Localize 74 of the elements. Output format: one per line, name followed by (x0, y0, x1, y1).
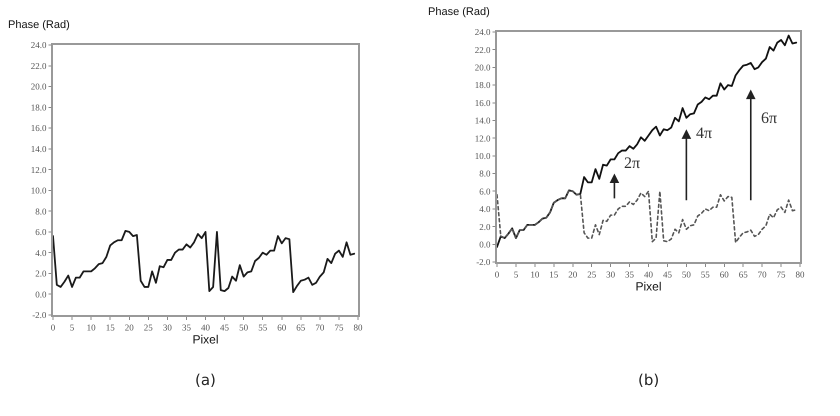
y-tick-label: 24.0 (30, 40, 47, 50)
y-tick-label: 14.0 (474, 116, 491, 126)
x-tick-label: 45 (662, 270, 672, 280)
x-tick-label: 25 (144, 322, 154, 333)
x-tick-label: 20 (568, 270, 578, 280)
x-tick-label: 40 (201, 322, 210, 333)
x-tick-label: 30 (162, 322, 172, 333)
x-tick-label: 5 (514, 270, 519, 280)
x-tick-label: 10 (86, 322, 96, 333)
y-tick-label: 18.0 (474, 80, 491, 90)
y-tick-label: 0.0 (479, 239, 491, 250)
y-tick-label: 2.0 (35, 268, 47, 279)
x-tick-label: 25 (587, 270, 597, 280)
x-tick-label: 55 (700, 270, 710, 280)
y-tick-label: 14.0 (30, 144, 47, 154)
y-tick-label: 6.0 (479, 186, 491, 196)
x-tick-label: 60 (720, 270, 730, 280)
y-tick-label: 2.0 (479, 222, 491, 232)
y-tick-label: 22.0 (30, 60, 47, 71)
x-tick-label: 0 (494, 270, 500, 280)
x-tick-label: 65 (738, 270, 748, 280)
x-tick-label: 35 (182, 322, 192, 333)
x-tick-label: 50 (239, 322, 249, 333)
y-tick-label: 18.0 (30, 102, 47, 112)
y-tick-label: 0.0 (35, 289, 47, 300)
text: (a) (195, 371, 216, 389)
x-tick-label: 45 (220, 322, 230, 333)
annotation: 2π (624, 155, 640, 172)
x-tick-label: 75 (776, 270, 786, 280)
x-tick-label: 0 (50, 322, 56, 333)
x-tick-label: 60 (277, 322, 287, 333)
y-tick-label: 8.0 (479, 168, 491, 179)
x-tick-label: 80 (354, 322, 363, 333)
y-tick-label: 4.0 (35, 248, 47, 258)
x-tick-label: 80 (796, 270, 805, 280)
y-tick-label: 16.0 (474, 98, 491, 108)
x-tick-label: 20 (124, 322, 134, 333)
text: (b) (638, 371, 660, 389)
y-tick-label: 4.0 (479, 204, 491, 214)
x-axis-title: Pixel (635, 280, 662, 294)
y-tick-label: -2.0 (32, 310, 47, 320)
x-tick-label: 50 (682, 270, 692, 280)
y-tick-label: 10.0 (30, 186, 47, 196)
x-tick-label: 10 (530, 270, 540, 280)
annotation: 4π (696, 125, 712, 142)
y-tick-label: 6.0 (35, 227, 47, 238)
x-tick-label: 30 (606, 270, 616, 280)
y-tick-label: 20.0 (30, 82, 47, 92)
line-series (497, 190, 798, 244)
x-tick-label: 75 (334, 322, 344, 333)
x-tick-label: 65 (296, 322, 306, 333)
y-tick-label: 8.0 (35, 206, 47, 216)
y-tick-label: 10.0 (474, 151, 491, 161)
y-tick-label: 20.0 (474, 62, 491, 73)
x-tick-label: 70 (758, 270, 768, 280)
line-series (53, 230, 356, 294)
x-axis-title: Pixel (192, 332, 219, 347)
y-axis-title: Phase (Rad) (8, 19, 70, 31)
y-tick-label: 16.0 (30, 123, 47, 134)
line-series (497, 34, 798, 248)
x-tick-label: 5 (70, 322, 75, 333)
x-tick-label: 35 (625, 270, 635, 280)
y-tick-label: -2.0 (476, 257, 491, 268)
x-tick-label: 15 (106, 322, 116, 333)
x-tick-label: 70 (315, 322, 325, 333)
y-tick-label: 12.0 (474, 133, 491, 144)
annotation: 6π (761, 110, 778, 127)
x-tick-label: 40 (644, 270, 654, 280)
x-tick-label: 15 (549, 270, 559, 280)
y-tick-label: 12.0 (30, 164, 47, 175)
y-axis-title: Phase (Rad) (428, 6, 490, 18)
y-tick-label: 22.0 (474, 44, 491, 55)
x-tick-label: 55 (258, 322, 268, 333)
y-tick-label: 24.0 (474, 27, 491, 38)
